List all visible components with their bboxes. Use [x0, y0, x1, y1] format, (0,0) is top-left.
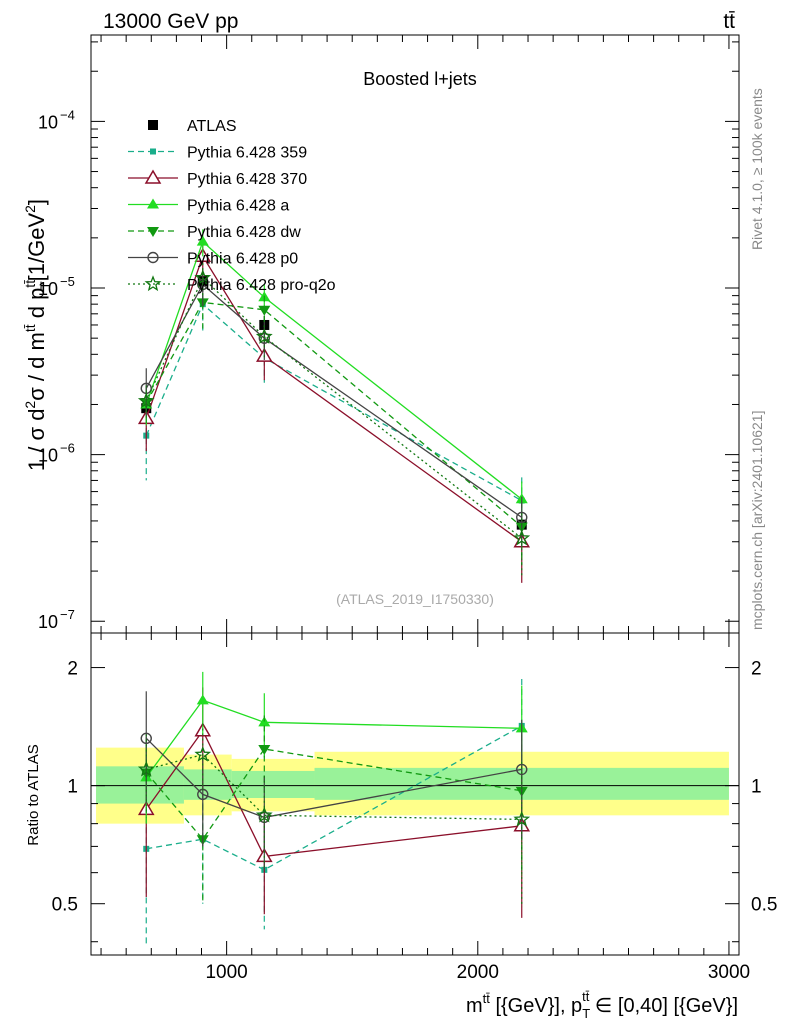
ratio-point	[140, 732, 152, 745]
rivet-label: Rivet 4.1.0, ≥ 100k events	[749, 88, 765, 250]
band-inner	[96, 766, 184, 804]
ratio-line	[145, 699, 522, 778]
header-left: 13000 GeV pp	[103, 10, 238, 33]
ratio-line	[146, 753, 522, 821]
ratio-ytick-label: 2	[67, 659, 78, 680]
data-point	[516, 511, 528, 524]
legend-label: Pythia 6.428 pro-q2o	[187, 277, 336, 294]
series-line	[145, 240, 523, 500]
ratio-ticks: 0.5 0.5 1 1 2 2 1000 2000 3000	[52, 633, 777, 983]
legend-marker	[148, 120, 158, 130]
main-ytick-exp: −6	[60, 441, 75, 456]
legend-item: Pythia 6.428 dw	[128, 224, 301, 241]
legend-item: Pythia 6.428 p0	[128, 251, 298, 268]
main-ytick-label: 10	[38, 279, 58, 299]
legend-marker	[147, 251, 159, 264]
ratio-series-5	[137, 723, 531, 908]
legend: ATLAS Pythia 6.428 359 Pythia 6.428 370 Pyt…	[128, 118, 336, 294]
series-4	[140, 283, 528, 565]
ratio-ytick-label: 1	[67, 777, 78, 798]
xtick-label: 1000	[205, 962, 247, 983]
series-line	[145, 301, 523, 528]
legend-label: Pythia 6.428 dw	[187, 224, 301, 241]
xtick-label: 2000	[457, 962, 499, 983]
ratio-line	[145, 748, 522, 841]
header-right: tt̄	[723, 10, 735, 33]
ratio-line	[146, 725, 523, 871]
ratio-point	[258, 744, 271, 755]
legend-marker	[147, 198, 159, 209]
main-panel: 10−710−610−510−4 Boosted l+jets (ATLAS_2…	[38, 34, 740, 634]
legend-item: Pythia 6.428 pro-q2o	[128, 275, 336, 294]
ratio-ylabel: Ratio to ATLAS	[25, 744, 42, 845]
series-1	[143, 284, 525, 535]
main-ytick-label: 10	[38, 112, 58, 132]
ratio-ytick-label: 0.5	[52, 895, 78, 916]
ratio-line	[145, 737, 522, 819]
main-ylabel: 1 / σ d2σ / d mtt̄ d ptt̄T[1/GeV2]	[22, 199, 53, 471]
ratio-ytick-label-right: 0.5	[751, 895, 777, 916]
main-ytick-exp: −5	[60, 274, 75, 289]
main-series	[137, 229, 531, 583]
legend-marker	[150, 148, 156, 155]
ratio-point	[137, 760, 155, 777]
legend-label: Pythia 6.428 a	[187, 198, 289, 215]
ratio-series	[137, 671, 531, 947]
legend-label: Pythia 6.428 370	[187, 171, 307, 188]
mcplots-label: mcplots.cern.ch [arXiv:2401.10621]	[749, 411, 765, 630]
watermark: (ATLAS_2019_I1750330)	[336, 591, 494, 607]
legend-label: Pythia 6.428 p0	[187, 251, 298, 268]
main-ytick-exp: −7	[60, 607, 75, 622]
ratio-point	[513, 810, 531, 827]
legend-marker	[147, 227, 159, 237]
data-point	[513, 529, 531, 546]
band-inner	[231, 770, 315, 799]
ratio-point	[516, 763, 528, 776]
ratio-point	[194, 745, 212, 762]
xlabel: mtt̄ [{GeV}], pTtt̄ ∈ [0,40] [{GeV}]	[466, 989, 738, 1021]
series-line	[145, 303, 523, 502]
ratio-panel: 0.5 0.5 1 1 2 2 1000 2000 3000	[52, 632, 777, 983]
data-point	[258, 305, 271, 316]
ratio-point	[196, 694, 209, 705]
main-title: Boosted l+jets	[363, 69, 477, 89]
ratio-ytick-label-right: 1	[751, 777, 762, 798]
data-point	[196, 235, 209, 246]
series-line	[145, 283, 523, 518]
ratio-point	[255, 806, 273, 823]
legend-marker	[144, 169, 162, 184]
data-point	[137, 392, 155, 409]
series-3	[140, 229, 528, 523]
legend-label: Pythia 6.428 359	[187, 145, 307, 162]
data-point	[258, 332, 271, 344]
main-ytick-label: 10	[38, 446, 58, 466]
series-5	[140, 267, 528, 547]
legend-item: ATLAS	[148, 118, 237, 135]
main-ticks: 10−710−610−510−4	[38, 35, 739, 633]
ratio-frame	[90, 632, 740, 956]
main-ytick-exp: −4	[60, 107, 75, 122]
legend-marker	[144, 275, 162, 292]
legend-item: Pythia 6.428 359	[128, 145, 307, 162]
data-point	[255, 327, 273, 344]
main-ytick-label: 10	[38, 612, 58, 632]
series-6	[137, 263, 531, 577]
xtick-label: 3000	[708, 962, 750, 983]
legend-item: Pythia 6.428 370	[128, 169, 307, 188]
ratio-ytick-label-right: 2	[751, 659, 762, 680]
data-point	[194, 269, 212, 286]
legend-item: Pythia 6.428 a	[128, 198, 289, 215]
legend-label: ATLAS	[187, 118, 237, 135]
ratio-bands	[91, 747, 739, 824]
